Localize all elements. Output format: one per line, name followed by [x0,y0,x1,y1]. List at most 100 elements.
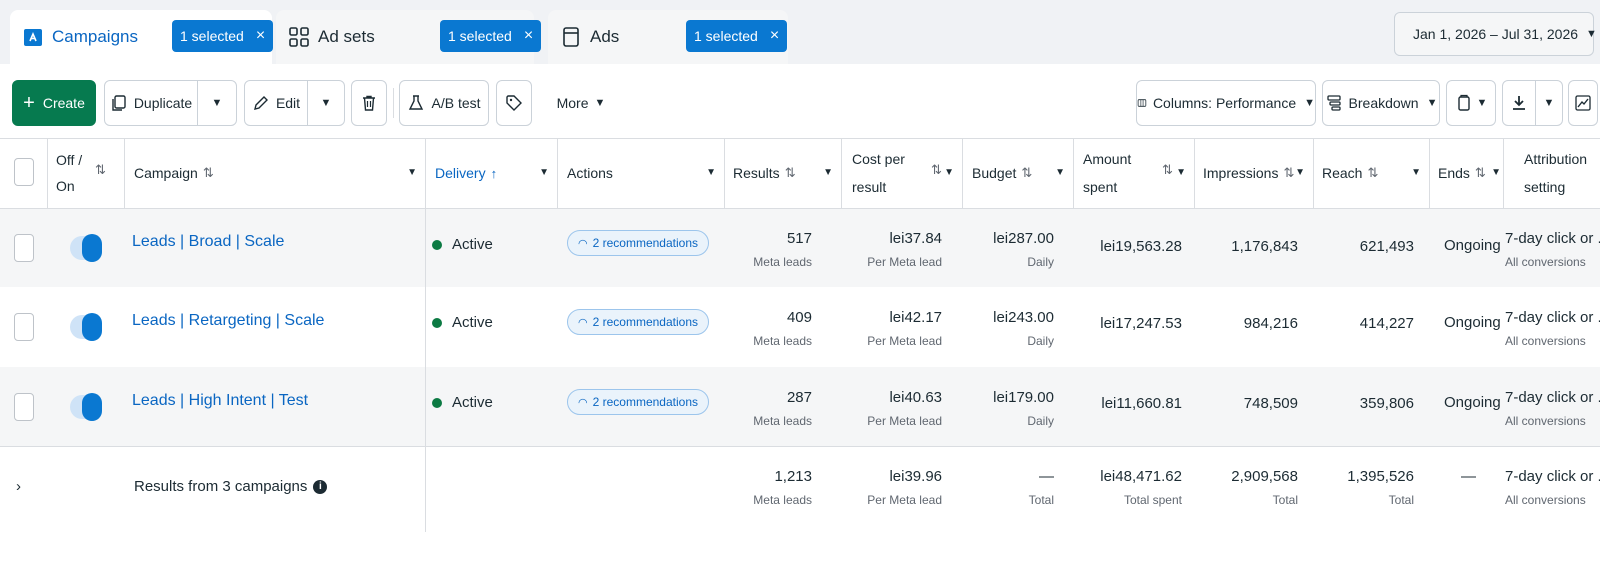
info-icon[interactable]: i [313,479,328,494]
tab-bar: Campaigns 1 selected × Ad sets 1 selecte… [0,0,1600,64]
expand-chevron-icon[interactable]: › [16,478,21,495]
header-delivery[interactable]: Delivery ↑ ▼ [435,138,557,208]
summary-cpr-cell: lei39.96 Per Meta lead [867,467,942,509]
columns-icon [1137,99,1147,107]
clear-selection-icon[interactable]: × [523,27,534,44]
impressions-value: 1,176,843 [1231,238,1298,255]
campaigns-selected-chip[interactable]: 1 selected × [172,20,274,52]
recommendations-label: 2 recommendations [592,315,698,329]
header-campaign[interactable]: Campaign ⇅ ▼ [134,138,425,208]
recommendations-pill[interactable]: ◠ 2 recommendations [567,309,709,335]
sort-icon[interactable]: ⇅ [1474,165,1486,180]
duplicate-dropdown-button[interactable]: ▼ [197,80,237,126]
tab-campaigns[interactable]: Campaigns 1 selected × [10,10,274,64]
recommendations-pill[interactable]: ◠ 2 recommendations [567,389,709,415]
table-row[interactable] [0,209,1600,287]
recommendations-pill[interactable]: ◠ 2 recommendations [567,230,709,256]
campaign-toggle[interactable] [70,232,102,264]
campaign-toggle[interactable] [70,311,102,343]
campaign-toggle[interactable] [70,391,102,423]
sort-icon[interactable]: ⇅ [931,162,942,177]
header-actions[interactable]: Actions ▼ [567,138,724,208]
tab-ads[interactable]: Ads 1 selected × [548,10,788,64]
reach-cell: 359,806 [1360,394,1414,414]
header-impressions[interactable]: Impressions ⇅ ▼ [1203,138,1313,208]
chevron-down-icon[interactable]: ▼ [1176,167,1186,178]
sort-icon[interactable]: ⇅ [1021,165,1033,180]
clear-selection-icon[interactable]: × [769,27,780,44]
create-button[interactable]: + Create [12,80,96,126]
campaign-name-link[interactable]: Leads | Retargeting | Scale [132,312,325,329]
header-results[interactable]: Results ⇅ ▼ [733,138,841,208]
tab-ad-sets[interactable]: Ad sets 1 selected × [276,10,542,64]
export-dropdown-button[interactable]: ▼ [1535,80,1563,126]
sort-icon[interactable]: ⇅ [784,165,796,180]
edit-button[interactable]: Edit [244,80,308,126]
breakdown-icon [1326,95,1341,111]
header-off-on[interactable]: Off / On ⇅ [56,138,124,208]
sort-icon[interactable]: ⇅ [1162,162,1173,177]
sort-icon[interactable]: ⇅ [1367,165,1379,180]
more-button[interactable]: More ▼ [546,80,616,126]
date-range-picker[interactable]: Jan 1, 2026 – Jul 31, 2026 ▼ [1394,12,1597,56]
recommendation-icon: ◠ [578,316,588,329]
header-reach-label: Reach [1322,165,1363,181]
chevron-down-icon[interactable]: ▼ [706,167,716,178]
columns-button[interactable]: Columns: Performance ▼ [1136,80,1316,126]
sort-ascending-icon[interactable]: ↑ [490,165,498,181]
chevron-down-icon[interactable]: ▼ [1055,167,1065,178]
chevron-down-icon[interactable]: ▼ [539,167,549,178]
sort-icon[interactable]: ⇅ [95,162,106,177]
duplicate-button[interactable]: Duplicate [104,80,198,126]
chevron-down-icon[interactable]: ▼ [407,167,417,178]
results-value: 517 [786,230,812,247]
summary-label-text: Results from 3 campaigns [134,478,308,495]
select-all-checkbox[interactable] [14,158,34,186]
header-off-on-line1: Off / [56,152,83,168]
edit-dropdown-button[interactable]: ▼ [307,80,345,126]
budget-cell: lei179.00 Daily [993,388,1054,430]
ads-selected-chip[interactable]: 1 selected × [686,20,788,52]
chevron-down-icon[interactable]: ▼ [944,167,954,178]
ab-test-button[interactable]: A/B test [399,80,489,126]
clear-selection-icon[interactable]: × [255,27,266,44]
column-divider [724,138,725,208]
tags-button[interactable] [496,80,532,126]
reports-button[interactable]: ▼ [1446,80,1496,126]
header-attribution[interactable]: Attribution setting [1524,138,1600,208]
header-cost-per-result[interactable]: Cost per result ⇅ ▼ [852,138,962,208]
export-button[interactable] [1502,80,1536,126]
row-checkbox[interactable] [14,234,34,262]
chevron-down-icon[interactable]: ▼ [1295,167,1305,178]
active-dot-icon [432,239,442,250]
toolbar-divider [393,88,394,118]
create-label: Create [42,95,85,111]
header-amount-spent[interactable]: Amount spent ⇅ ▼ [1083,138,1194,208]
row-checkbox[interactable] [14,393,34,421]
amount-spent-cell: lei11,660.81 [1101,394,1182,414]
ad-sets-selected-chip[interactable]: 1 selected × [440,20,542,52]
tab-ad-sets-label: Ad sets [318,27,375,46]
charts-button[interactable] [1568,80,1598,126]
summary-budget-value: — [1039,468,1054,485]
breakdown-button[interactable]: Breakdown ▼ [1322,80,1440,126]
sort-icon[interactable]: ⇅ [1283,165,1295,180]
header-ends[interactable]: Ends ⇅ ▼ [1438,138,1503,208]
campaign-name-link[interactable]: Leads | Broad | Scale [132,233,285,250]
column-divider [1503,138,1504,208]
summary-impressions-cell: 2,909,568 Total [1231,467,1298,509]
ad-sets-grid-icon [289,27,309,47]
chevron-down-icon[interactable]: ▼ [1411,167,1421,178]
cpr-cell: lei37.84 Per Meta lead [867,229,942,271]
delete-button[interactable] [351,80,387,126]
campaign-name-link[interactable]: Leads | High Intent | Test [132,392,309,409]
chevron-down-icon[interactable]: ▼ [823,167,833,178]
sort-icon[interactable]: ⇅ [202,165,214,180]
header-budget[interactable]: Budget ⇅ ▼ [972,138,1073,208]
delivery-status: Active [432,394,493,411]
header-cpr-line2: result [852,179,887,195]
row-checkbox[interactable] [14,313,34,341]
chevron-down-icon[interactable]: ▼ [1491,167,1501,178]
table-row[interactable] [0,367,1600,446]
header-reach[interactable]: Reach ⇅ ▼ [1322,138,1429,208]
